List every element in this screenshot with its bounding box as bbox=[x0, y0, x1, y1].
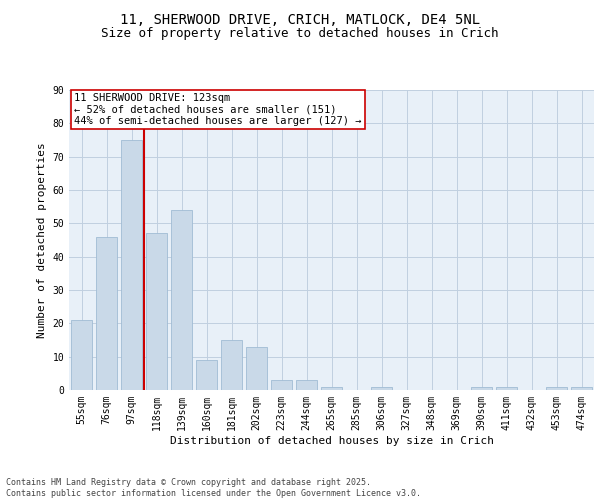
Bar bbox=[296, 380, 317, 390]
Bar bbox=[571, 386, 592, 390]
Bar bbox=[471, 386, 492, 390]
Bar bbox=[146, 234, 167, 390]
Bar bbox=[246, 346, 267, 390]
X-axis label: Distribution of detached houses by size in Crich: Distribution of detached houses by size … bbox=[170, 436, 493, 446]
Bar bbox=[121, 140, 142, 390]
Text: 11 SHERWOOD DRIVE: 123sqm
← 52% of detached houses are smaller (151)
44% of semi: 11 SHERWOOD DRIVE: 123sqm ← 52% of detac… bbox=[74, 93, 362, 126]
Text: 11, SHERWOOD DRIVE, CRICH, MATLOCK, DE4 5NL: 11, SHERWOOD DRIVE, CRICH, MATLOCK, DE4 … bbox=[120, 12, 480, 26]
Bar bbox=[321, 386, 342, 390]
Bar bbox=[271, 380, 292, 390]
Bar bbox=[496, 386, 517, 390]
Bar bbox=[171, 210, 192, 390]
Bar bbox=[196, 360, 217, 390]
Y-axis label: Number of detached properties: Number of detached properties bbox=[37, 142, 47, 338]
Bar bbox=[546, 386, 567, 390]
Bar bbox=[371, 386, 392, 390]
Bar bbox=[71, 320, 92, 390]
Bar bbox=[96, 236, 117, 390]
Text: Contains HM Land Registry data © Crown copyright and database right 2025.
Contai: Contains HM Land Registry data © Crown c… bbox=[6, 478, 421, 498]
Text: Size of property relative to detached houses in Crich: Size of property relative to detached ho… bbox=[101, 28, 499, 40]
Bar bbox=[221, 340, 242, 390]
